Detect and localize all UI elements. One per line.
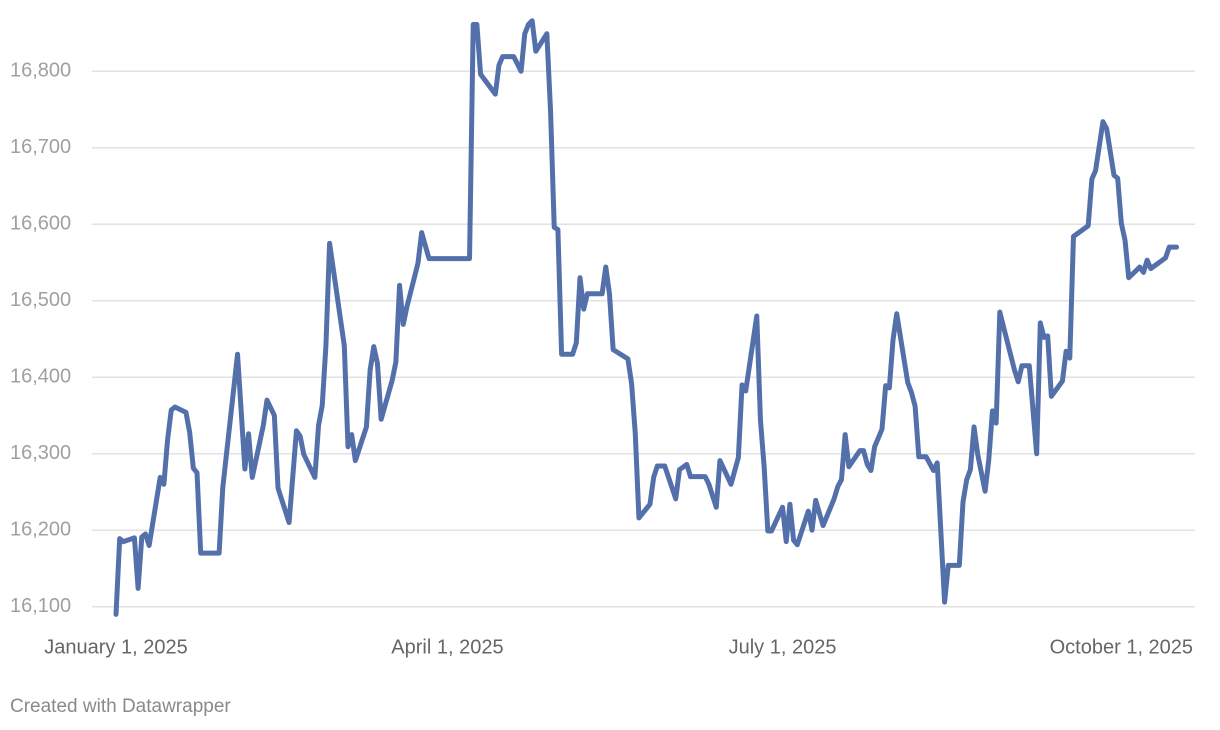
- x-tick-label: April 1, 2025: [391, 636, 503, 658]
- data-line: [113, 18, 1180, 617]
- y-tick-label: 16,800: [10, 59, 71, 81]
- y-tick-label: 16,500: [10, 289, 71, 311]
- y-tick-label: 16,600: [10, 212, 71, 234]
- credit: Created with Datawrapper: [10, 696, 231, 717]
- y-tick-label: 16,200: [10, 518, 71, 540]
- x-tick-label: October 1, 2025: [1050, 636, 1193, 658]
- x-tick-label: July 1, 2025: [729, 636, 837, 658]
- y-tick-label: 16,400: [10, 365, 71, 387]
- y-tick-label: 16,300: [10, 442, 71, 464]
- y-tick-label: 16,100: [10, 595, 71, 617]
- x-tick-label: January 1, 2025: [44, 636, 187, 658]
- y-tick-label: 16,700: [10, 136, 71, 158]
